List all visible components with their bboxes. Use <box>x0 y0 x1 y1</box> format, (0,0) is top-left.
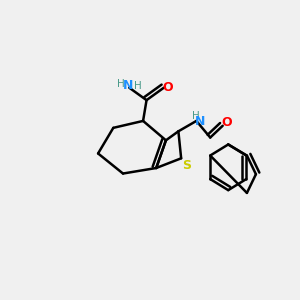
Text: H: H <box>192 111 200 121</box>
Text: O: O <box>162 81 172 94</box>
Text: S: S <box>182 159 191 172</box>
Text: N: N <box>195 115 205 128</box>
Text: O: O <box>221 116 232 130</box>
Text: N: N <box>123 79 134 92</box>
Text: H: H <box>134 81 141 91</box>
Text: H: H <box>117 79 125 88</box>
